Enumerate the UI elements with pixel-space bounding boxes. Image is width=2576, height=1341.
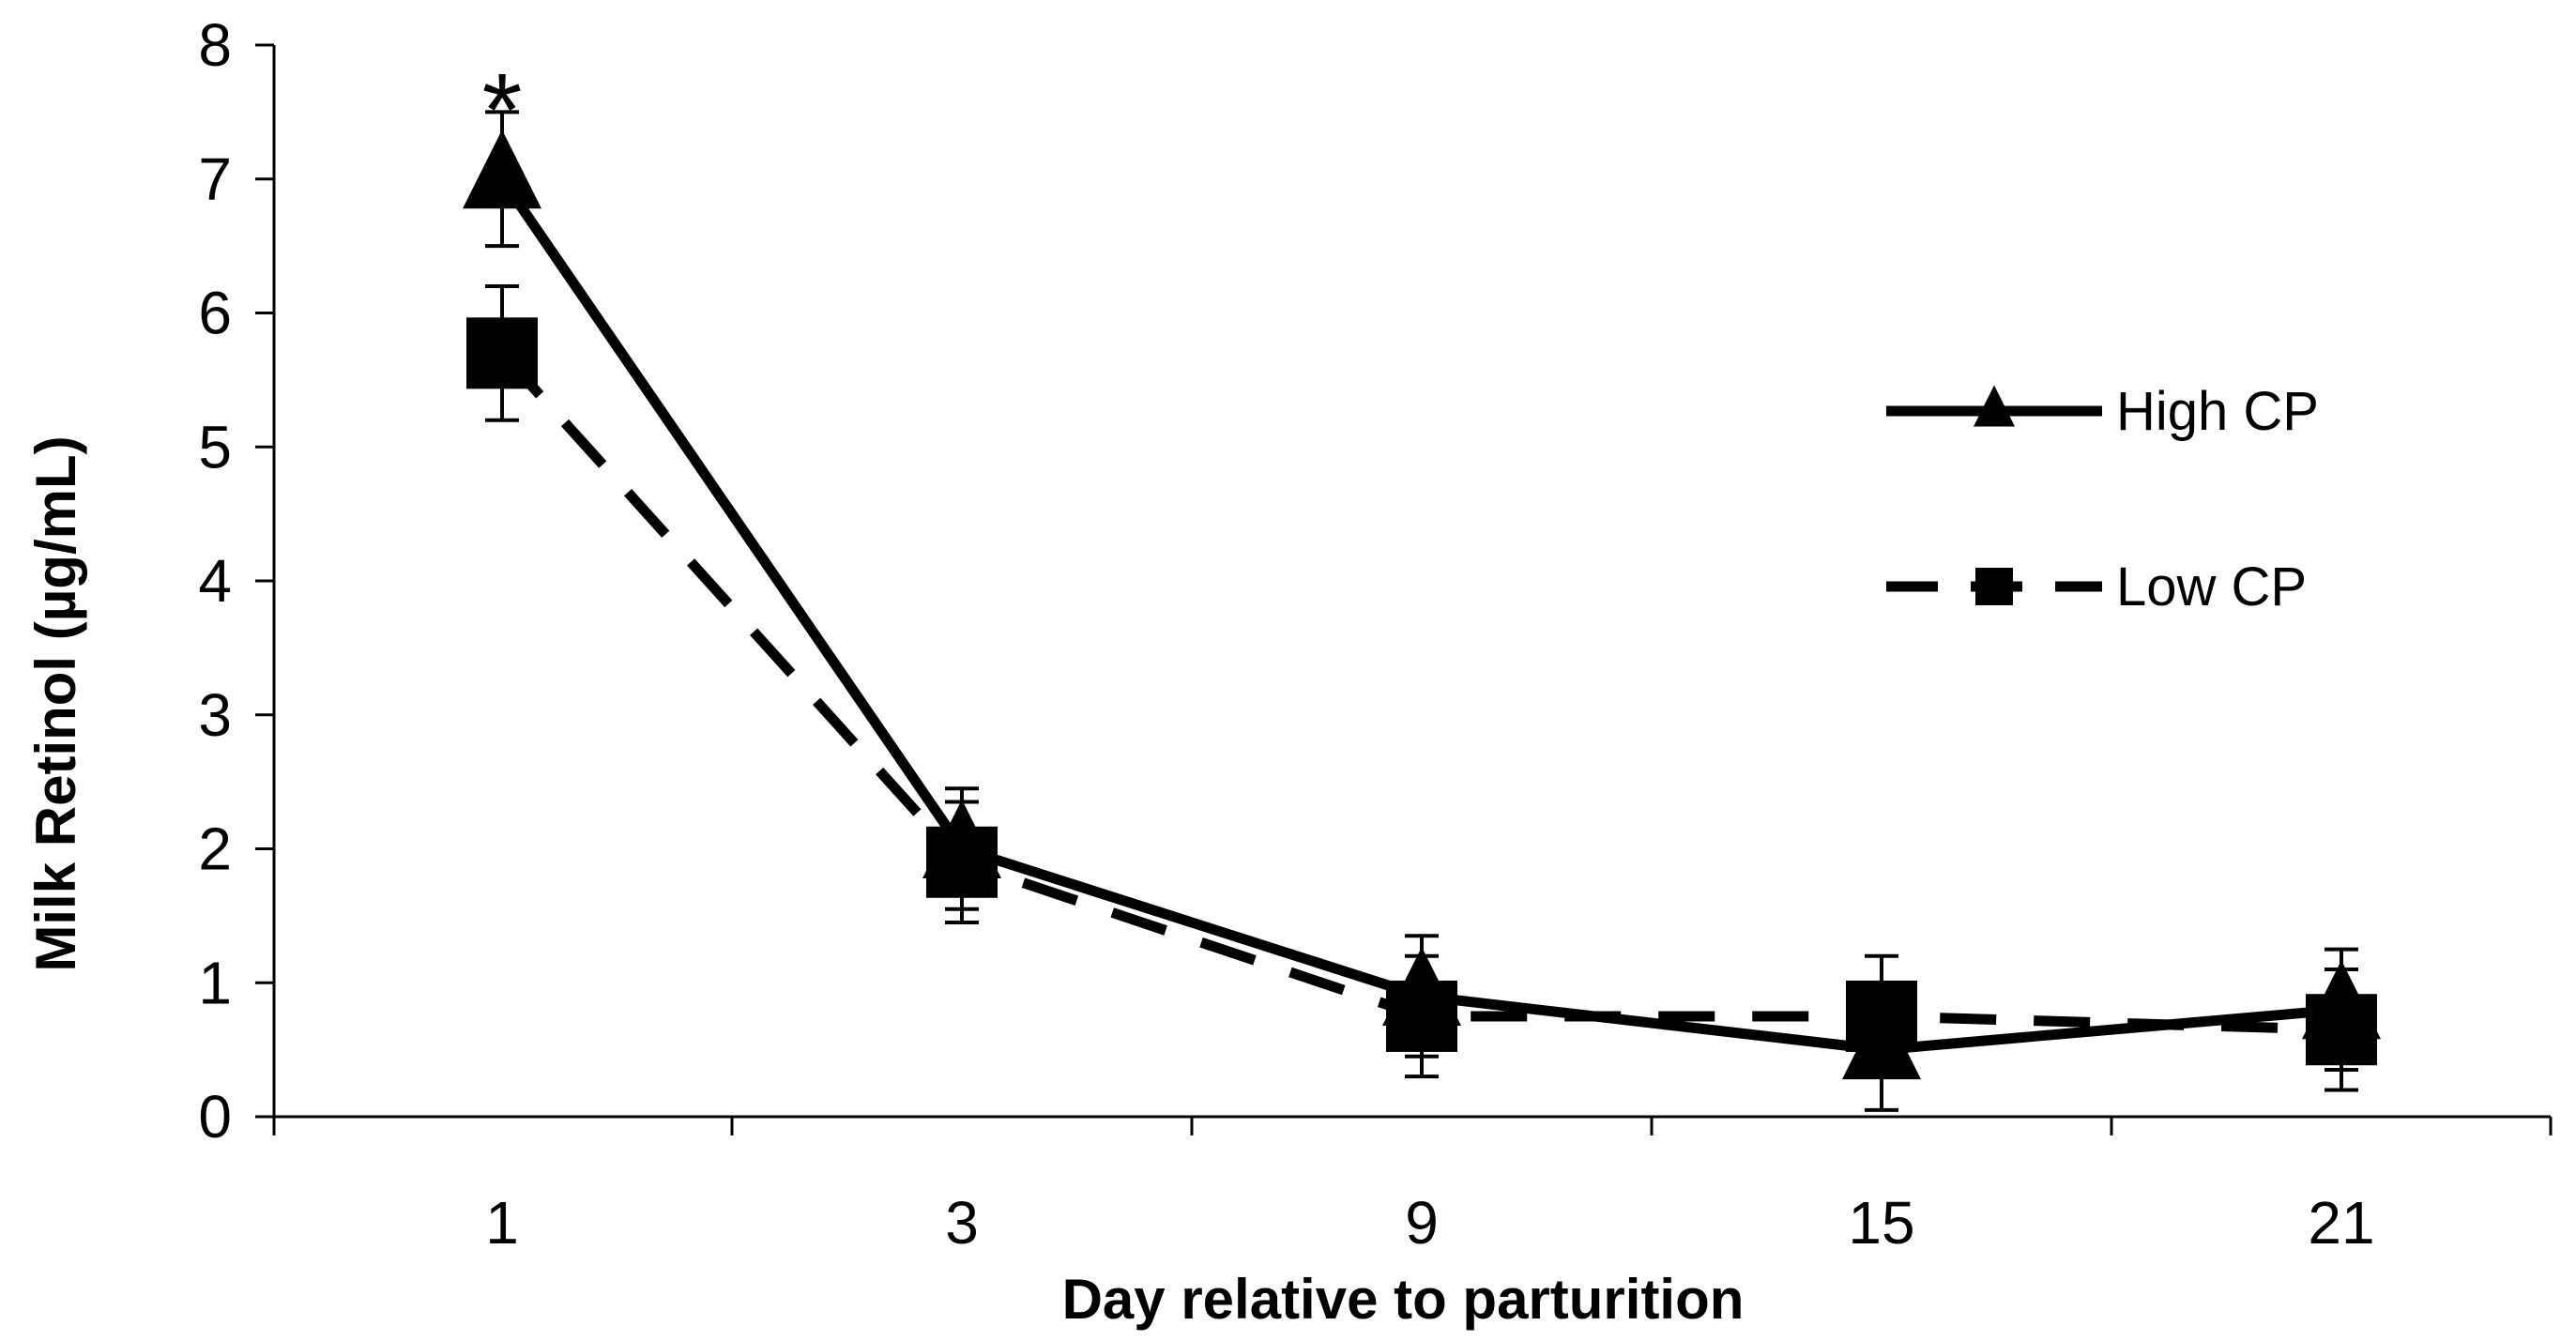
data-point-square	[926, 826, 998, 898]
legend-item: Low CP	[1886, 556, 2307, 617]
series-low-cp	[466, 283, 2377, 1092]
legend-marker-triangle	[1974, 385, 2015, 427]
annotations: *	[482, 53, 523, 168]
x-tick-label: 3	[945, 1189, 979, 1257]
y-tick-label: 7	[198, 145, 232, 213]
legend-marker-square	[1975, 568, 2013, 605]
y-tick-label: 5	[198, 413, 232, 480]
y-axis-title: Milk Retinol (µg/mL)	[24, 435, 87, 971]
x-tick-label: 21	[2308, 1189, 2374, 1257]
y-tick-label: 1	[198, 949, 232, 1016]
legend-label: Low CP	[2116, 556, 2307, 617]
series-line	[497, 175, 2342, 1056]
data-point-square	[1386, 980, 1457, 1052]
data-point-square	[2306, 994, 2377, 1066]
data-point-triangle	[463, 130, 541, 209]
legend-item: High CP	[1886, 381, 2319, 442]
data-point-square	[466, 317, 538, 389]
y-tick-label: 6	[198, 280, 232, 347]
y-tick-label: 8	[198, 11, 232, 79]
x-tick-label: 1	[485, 1189, 519, 1257]
legend: High CP Low CP	[1886, 381, 2319, 617]
y-tick-label: 2	[198, 815, 232, 883]
series-layer	[463, 110, 2381, 1112]
y-tick-label: 4	[198, 547, 232, 615]
y-tick-label: 0	[198, 1083, 232, 1151]
x-tick-label: 9	[1405, 1189, 1439, 1257]
y-tick-label: 3	[198, 681, 232, 749]
legend-label: High CP	[2116, 381, 2319, 442]
series-line	[497, 349, 2342, 1035]
significance-asterisk: *	[482, 53, 523, 168]
x-axis-ticks: 1 3 9 15 21	[272, 1117, 2553, 1257]
x-axis-title: Day relative to parturition	[1062, 1268, 1745, 1331]
data-point-square	[1846, 980, 1917, 1052]
y-axis-ticks: 0 1 2 3 4 5 6 7 8	[198, 11, 274, 1151]
x-tick-label: 15	[1848, 1189, 1914, 1257]
